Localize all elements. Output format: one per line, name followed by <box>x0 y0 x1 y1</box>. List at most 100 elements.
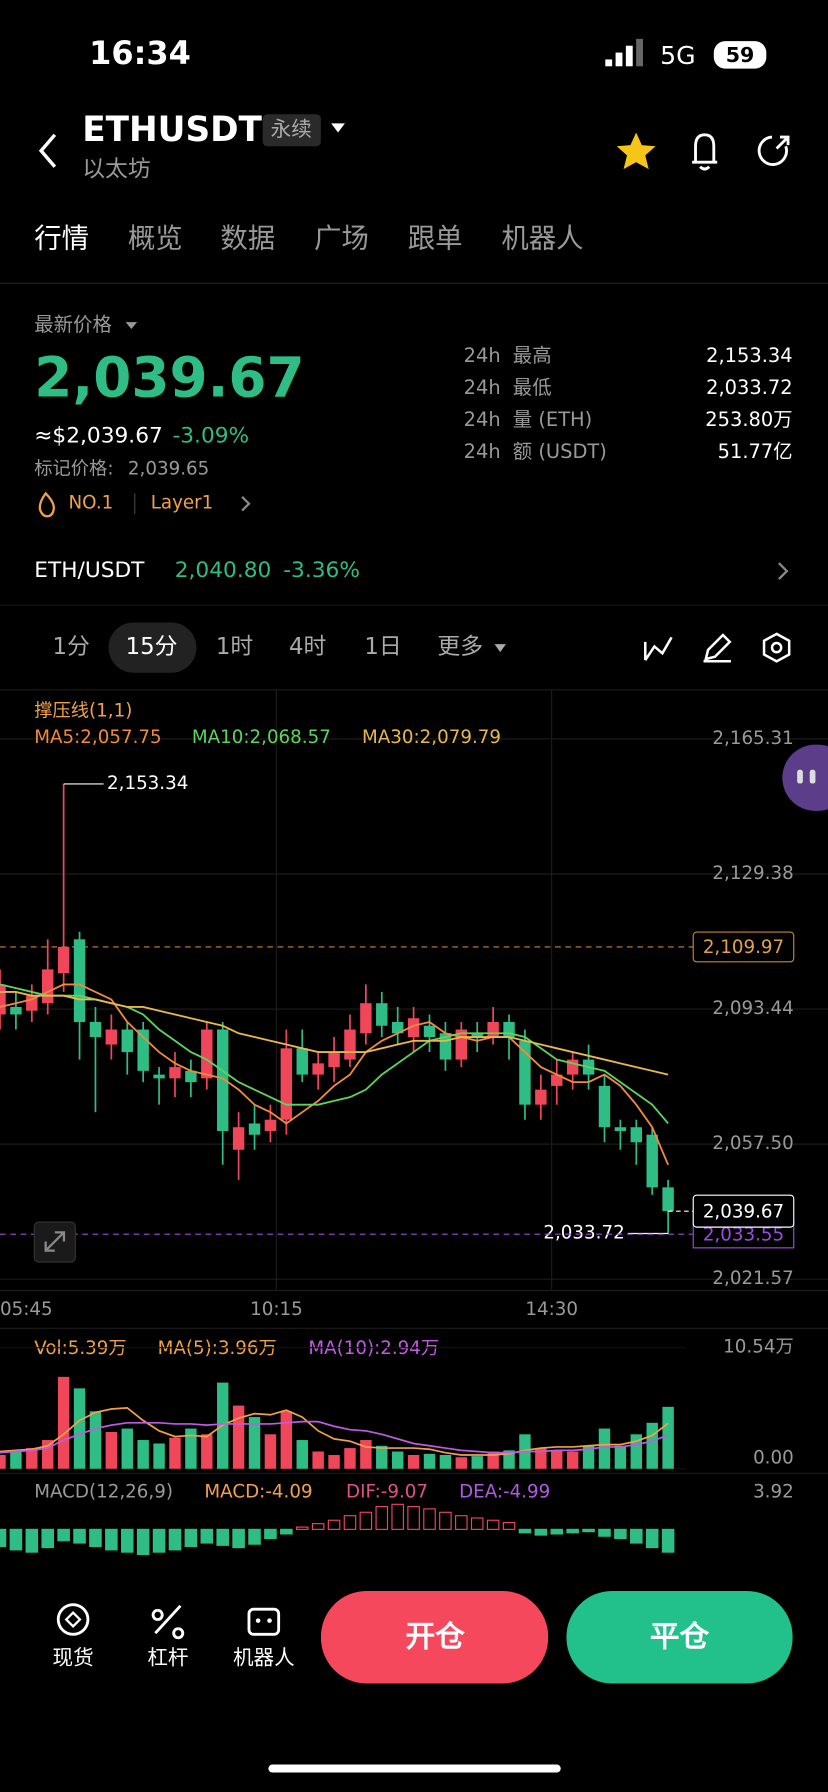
candle-body <box>598 1085 611 1128</box>
tab[interactable]: 概览 <box>128 223 183 254</box>
chevron[interactable] <box>778 562 789 580</box>
macd-bar <box>614 1528 627 1540</box>
candle-body <box>455 1029 468 1060</box>
macd-label: MACD:-4.09 <box>204 1482 312 1503</box>
share-button[interactable] <box>757 135 790 166</box>
draw-button[interactable] <box>703 633 732 663</box>
volume-ma-line <box>0 1406 669 1456</box>
symbol-dropdown[interactable] <box>331 123 345 133</box>
volume-bar <box>185 1428 197 1469</box>
interval[interactable]: 1时 <box>216 634 253 660</box>
stat-period: 24h <box>464 376 501 399</box>
volume-bar <box>248 1417 261 1469</box>
volume-tick-label: 10.54万 <box>723 1337 794 1358</box>
close-label: 平仓 <box>650 1619 710 1654</box>
spot-icon-inner <box>64 1611 82 1628</box>
spot-pair[interactable]: ETH/USDT <box>34 558 145 583</box>
floating-assistant[interactable] <box>782 744 828 811</box>
macd-bar <box>439 1511 452 1530</box>
interval-dropdown <box>494 644 506 653</box>
candle-body <box>137 1029 149 1071</box>
mark-price-label: 标记价格: <box>34 458 113 479</box>
price-label-dropdown[interactable] <box>125 322 138 329</box>
macd-bar <box>105 1528 118 1551</box>
candle-body <box>185 1070 197 1083</box>
tab[interactable]: 数据 <box>220 223 275 254</box>
interval[interactable]: 更多 <box>437 634 483 660</box>
macd-bar <box>152 1528 166 1553</box>
macd-bar <box>343 1515 357 1530</box>
macd-bar <box>566 1528 579 1534</box>
stat-label: 量 (ETH) <box>513 408 592 431</box>
candle-body <box>471 1033 483 1038</box>
stat-value: 2,153.34 <box>706 344 792 367</box>
candle-body <box>662 1187 674 1212</box>
interval[interactable]: 4时 <box>289 634 326 660</box>
volume-tick-label: 0.00 <box>753 1447 794 1468</box>
nav-item[interactable]: 现货 <box>53 1645 94 1669</box>
last-price: 2,039.67 <box>34 346 304 410</box>
indicator-button[interactable] <box>644 636 673 661</box>
level-box <box>692 931 795 963</box>
macd-bar <box>89 1528 102 1548</box>
volume-bar <box>614 1445 627 1469</box>
last-price-box <box>692 1194 795 1228</box>
stat-value: 51.77亿 <box>718 440 793 463</box>
stat-label: 额 (USDT) <box>513 440 607 463</box>
candle-body <box>360 1003 372 1034</box>
macd-bar <box>470 1517 484 1530</box>
interval[interactable]: 15分 <box>126 634 178 660</box>
interval[interactable]: 1日 <box>364 634 401 660</box>
home-indicator <box>268 1764 561 1773</box>
alert-bell[interactable] <box>692 133 718 171</box>
assistant-eye <box>809 769 816 784</box>
settings-dot <box>770 641 783 654</box>
volume-bar <box>455 1457 468 1469</box>
stats: 24h 最高 2,153.34 24h 最低 2,033.72 24h 量 (ETH) 253.… <box>464 344 793 463</box>
sector[interactable]: Layer1 <box>151 493 214 514</box>
candle-body <box>566 1059 579 1075</box>
volume-bar <box>105 1431 118 1469</box>
open-button[interactable] <box>320 1590 549 1684</box>
volume-bar <box>26 1448 38 1469</box>
tab[interactable]: 机器人 <box>501 223 583 254</box>
favorite-star[interactable] <box>616 132 656 170</box>
close-button[interactable] <box>566 1590 793 1684</box>
network: 5G <box>660 41 695 70</box>
nav-item[interactable]: 杠杆 <box>147 1645 188 1669</box>
y-tick-label: 2,021.57 <box>712 1268 793 1289</box>
last-price-label: 2,039.67 <box>703 1201 784 1222</box>
macd-bar <box>216 1528 229 1546</box>
candle-body <box>423 1025 436 1038</box>
macd-bar <box>184 1528 198 1548</box>
volume-bar <box>471 1456 483 1469</box>
candle-body <box>646 1134 658 1188</box>
volume-bar <box>312 1451 324 1469</box>
interval[interactable]: 1分 <box>53 634 90 660</box>
macd-bar <box>280 1528 293 1535</box>
volume-bar <box>551 1450 563 1469</box>
tab[interactable]: 行情 <box>34 223 89 254</box>
macd-bar <box>25 1528 39 1553</box>
volume-bar <box>0 1454 6 1469</box>
settings-button[interactable] <box>762 632 791 663</box>
tab[interactable]: 广场 <box>314 223 369 254</box>
macd-bar <box>375 1506 389 1530</box>
mark-price-label: 2,033.55 <box>703 1224 784 1245</box>
macd-bar <box>327 1519 341 1530</box>
spot-price: 2,040.80 <box>175 558 272 583</box>
candle-body <box>344 1029 356 1060</box>
candle-body <box>26 995 38 1011</box>
nav-item[interactable]: 机器人 <box>233 1645 295 1669</box>
volume-bar <box>232 1405 245 1469</box>
volume-bar <box>137 1440 149 1469</box>
tab[interactable]: 跟单 <box>408 223 463 254</box>
macd-label: DIF:-9.07 <box>346 1482 428 1503</box>
rank[interactable]: NO.1 <box>69 493 114 514</box>
macd-bar <box>455 1515 468 1530</box>
macd-bar <box>582 1528 595 1533</box>
y-tick-label: 2,129.38 <box>712 863 793 884</box>
back-button[interactable] <box>38 133 57 168</box>
candle-body <box>519 1040 531 1105</box>
